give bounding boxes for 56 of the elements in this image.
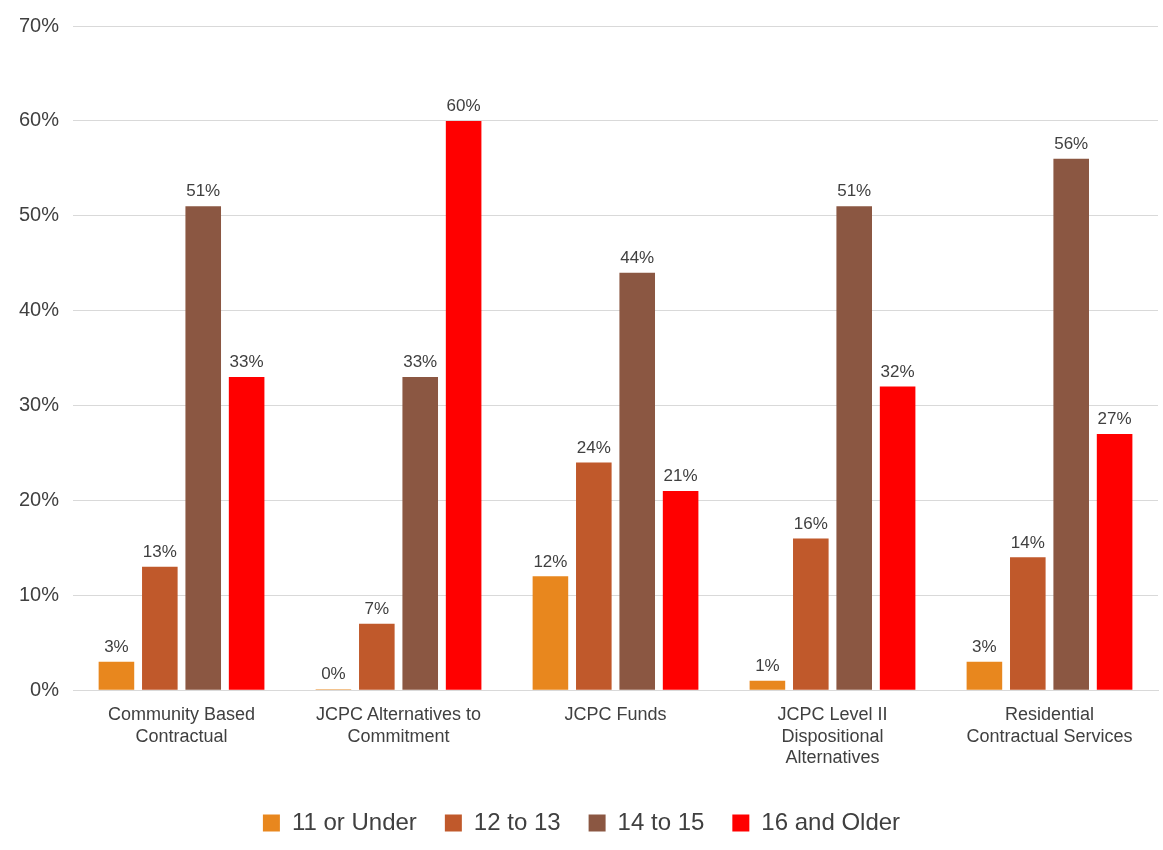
x-tick-label: JCPC Funds bbox=[564, 703, 667, 724]
data-label: 3% bbox=[972, 636, 997, 656]
bar bbox=[836, 206, 872, 690]
data-label: 14% bbox=[1010, 532, 1045, 552]
y-tick-label: 0% bbox=[30, 677, 60, 700]
data-label: 51% bbox=[186, 181, 221, 201]
bar bbox=[228, 377, 265, 690]
bar bbox=[619, 272, 656, 690]
data-label: 33% bbox=[229, 352, 264, 372]
data-label: 7% bbox=[364, 598, 390, 618]
bar bbox=[576, 462, 612, 690]
x-tick-label: Residential Contractual Services bbox=[966, 703, 1133, 746]
data-label: 60% bbox=[446, 96, 481, 116]
y-tick-label: 30% bbox=[19, 393, 60, 416]
data-label: 13% bbox=[142, 542, 177, 562]
y-tick-label: 10% bbox=[19, 582, 60, 605]
bar bbox=[445, 120, 482, 690]
legend-label: 16 and Older bbox=[761, 807, 901, 835]
bar bbox=[98, 661, 135, 690]
data-label: 33% bbox=[403, 352, 438, 372]
bar bbox=[142, 566, 178, 690]
x-tick-label: Community Based Contractual bbox=[108, 703, 256, 746]
data-label: 16% bbox=[793, 513, 828, 533]
data-label: 51% bbox=[837, 181, 872, 201]
y-tick-label: 20% bbox=[19, 487, 60, 510]
legend-label: 14 to 15 bbox=[617, 807, 705, 835]
data-label: 27% bbox=[1097, 409, 1132, 429]
bar bbox=[1096, 434, 1133, 690]
y-tick-label: 50% bbox=[19, 203, 60, 226]
bar bbox=[793, 538, 829, 690]
data-label: 3% bbox=[104, 636, 129, 656]
legend-label: 12 to 13 bbox=[473, 807, 561, 835]
bar bbox=[1053, 158, 1089, 690]
x-tick-label: JCPC Alternatives to Commitment bbox=[315, 703, 482, 746]
data-label: 1% bbox=[755, 655, 780, 675]
bar bbox=[532, 576, 569, 690]
data-label: 44% bbox=[620, 247, 655, 267]
y-tick-label: 60% bbox=[19, 108, 60, 131]
data-label: 24% bbox=[576, 437, 611, 457]
x-tick-label: JCPC Level II Dispositional Alternatives bbox=[777, 703, 888, 768]
data-label: 21% bbox=[663, 466, 698, 486]
data-label: 12% bbox=[533, 551, 568, 571]
data-label: 32% bbox=[880, 361, 915, 381]
bar bbox=[662, 490, 699, 690]
legend-label: 11 or Under bbox=[291, 807, 417, 835]
y-tick-label: 40% bbox=[19, 298, 60, 321]
bar bbox=[185, 206, 222, 690]
data-label: 0% bbox=[321, 664, 346, 684]
bar bbox=[402, 377, 439, 690]
bar bbox=[966, 661, 1003, 690]
bar bbox=[359, 623, 395, 690]
bar bbox=[1010, 557, 1046, 690]
data-label: 56% bbox=[1054, 134, 1089, 154]
y-tick-label: 70% bbox=[19, 13, 60, 36]
bar bbox=[879, 386, 916, 690]
bar bbox=[749, 680, 786, 690]
